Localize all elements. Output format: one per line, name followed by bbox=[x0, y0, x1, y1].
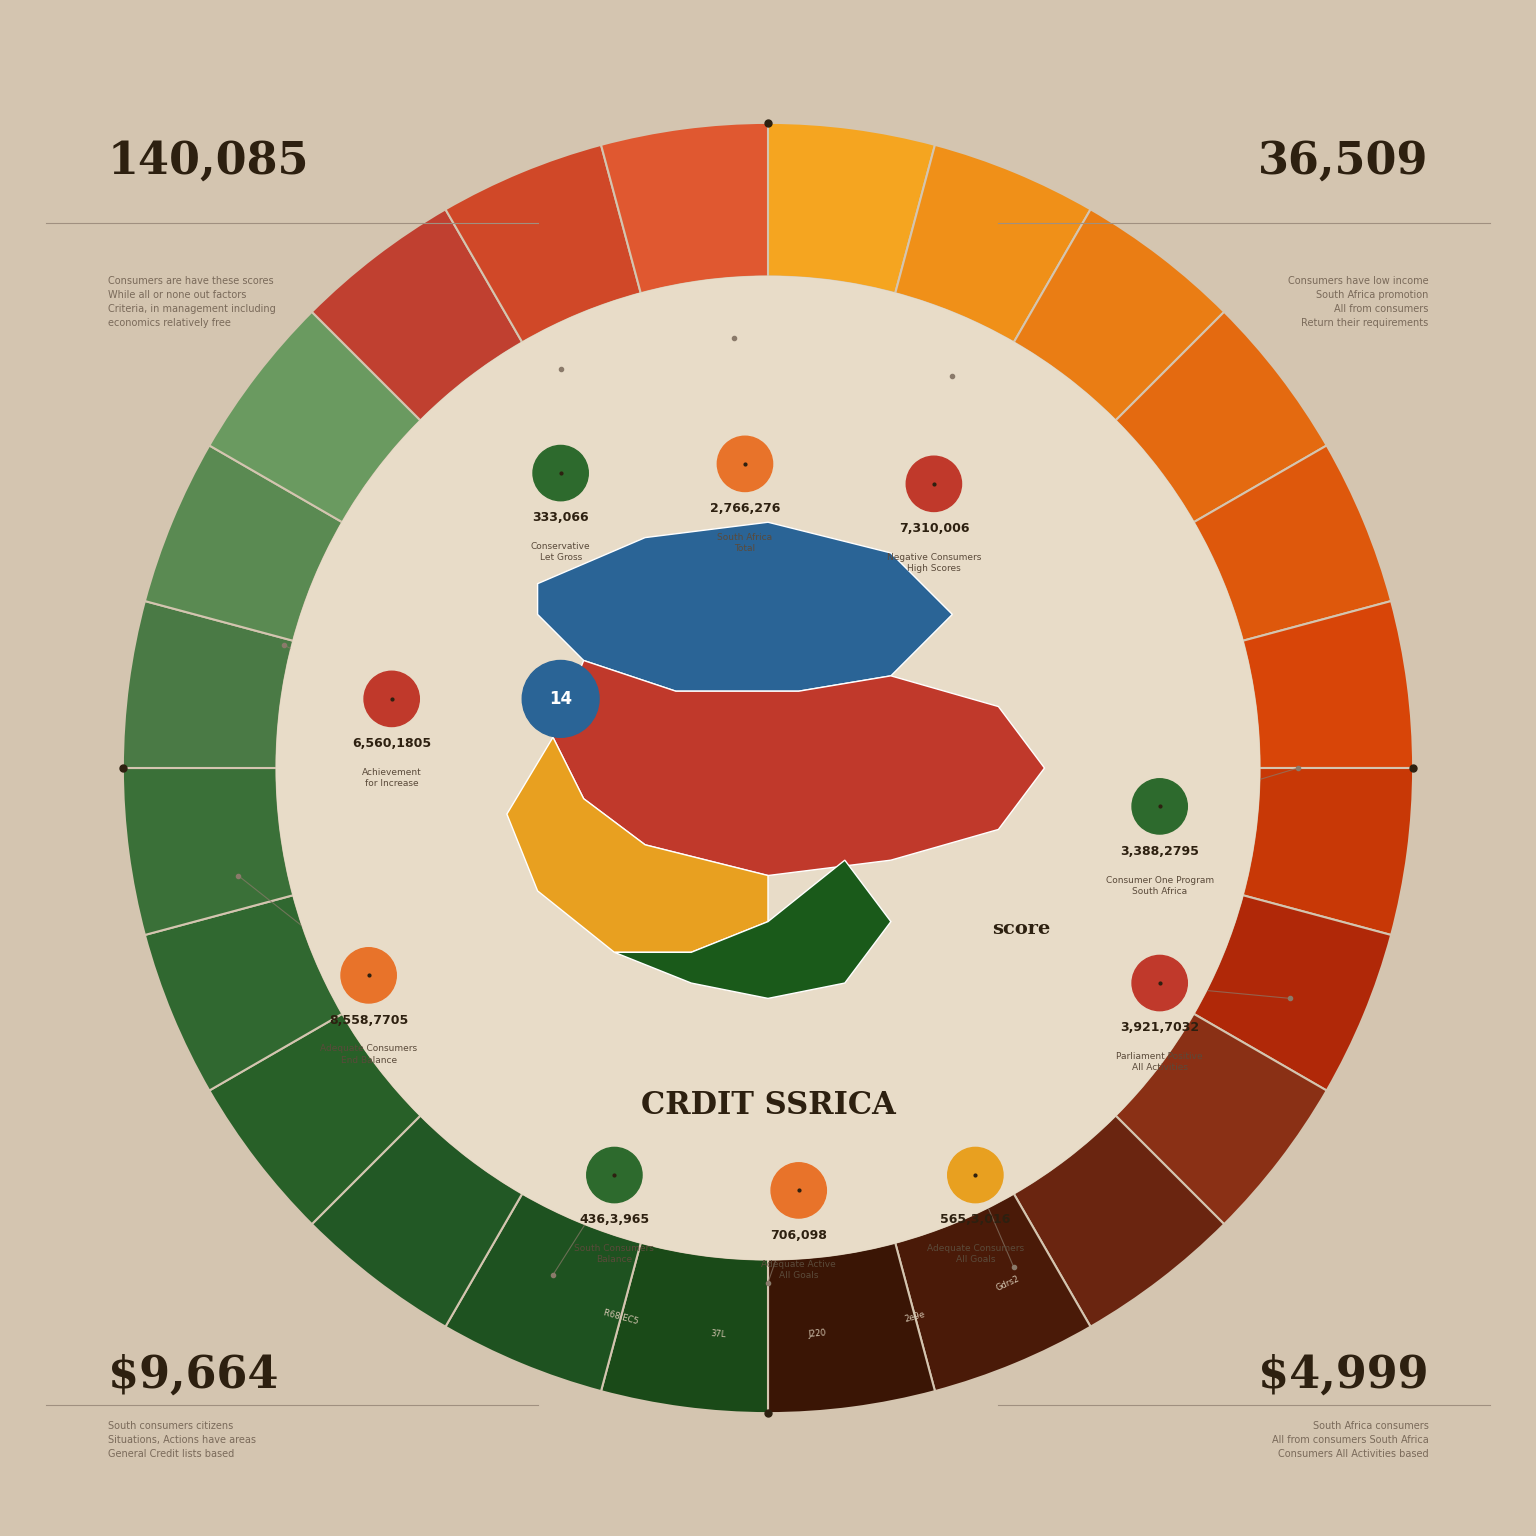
Wedge shape bbox=[209, 312, 421, 522]
Wedge shape bbox=[1014, 1115, 1224, 1327]
Text: $4,999: $4,999 bbox=[1258, 1353, 1428, 1396]
Wedge shape bbox=[445, 1193, 641, 1392]
Wedge shape bbox=[895, 1193, 1091, 1392]
Polygon shape bbox=[538, 522, 952, 691]
Wedge shape bbox=[1115, 1014, 1327, 1224]
Text: 6,560,1805: 6,560,1805 bbox=[352, 737, 432, 750]
Wedge shape bbox=[312, 209, 522, 421]
Circle shape bbox=[771, 1163, 826, 1218]
Circle shape bbox=[522, 660, 599, 737]
Text: 706,098: 706,098 bbox=[770, 1229, 828, 1241]
Text: Gdrs2: Gdrs2 bbox=[995, 1273, 1021, 1292]
Text: Negative Consumers
High Scores: Negative Consumers High Scores bbox=[886, 553, 982, 573]
Text: CRDIT SSRICA: CRDIT SSRICA bbox=[641, 1091, 895, 1121]
Wedge shape bbox=[601, 1243, 768, 1413]
Text: Achievement
for Increase: Achievement for Increase bbox=[362, 768, 421, 788]
Wedge shape bbox=[601, 123, 768, 293]
Text: J220: J220 bbox=[808, 1329, 826, 1339]
Wedge shape bbox=[1243, 601, 1413, 768]
Text: Consumers have low income
South Africa promotion
All from consumers
Return their: Consumers have low income South Africa p… bbox=[1287, 276, 1428, 329]
Text: 3,921,7032: 3,921,7032 bbox=[1120, 1021, 1200, 1034]
Text: 565,3,016: 565,3,016 bbox=[940, 1213, 1011, 1226]
Wedge shape bbox=[1014, 209, 1224, 421]
Wedge shape bbox=[445, 144, 641, 343]
Text: Parliament Positive
All Activities: Parliament Positive All Activities bbox=[1117, 1052, 1203, 1072]
Circle shape bbox=[717, 436, 773, 492]
Text: South consumers citizens
Situations, Actions have areas
General Credit lists bas: South consumers citizens Situations, Act… bbox=[108, 1421, 255, 1459]
Text: $9,664: $9,664 bbox=[108, 1353, 278, 1396]
Circle shape bbox=[341, 948, 396, 1003]
Text: 36,509: 36,509 bbox=[1258, 140, 1428, 183]
Circle shape bbox=[533, 445, 588, 501]
Wedge shape bbox=[1193, 895, 1392, 1091]
Wedge shape bbox=[1115, 312, 1327, 522]
Wedge shape bbox=[768, 1243, 935, 1413]
Text: 2,766,276: 2,766,276 bbox=[710, 502, 780, 515]
Circle shape bbox=[364, 671, 419, 727]
Text: 3,388,2795: 3,388,2795 bbox=[1120, 845, 1200, 857]
Circle shape bbox=[276, 276, 1260, 1260]
Wedge shape bbox=[1243, 768, 1413, 935]
Text: 7,310,006: 7,310,006 bbox=[899, 522, 969, 535]
Text: Consumer One Program
South Africa: Consumer One Program South Africa bbox=[1106, 876, 1213, 895]
Text: South Africa consumers
All from consumers South Africa
Consumers All Activities : South Africa consumers All from consumer… bbox=[1272, 1421, 1428, 1459]
Wedge shape bbox=[144, 445, 343, 641]
Circle shape bbox=[587, 1147, 642, 1203]
Polygon shape bbox=[614, 860, 891, 998]
Text: South Consumers
Balance: South Consumers Balance bbox=[574, 1244, 654, 1264]
Text: Adequate Consumers
All Goals: Adequate Consumers All Goals bbox=[926, 1244, 1025, 1264]
Wedge shape bbox=[123, 768, 293, 935]
Wedge shape bbox=[895, 144, 1091, 343]
Text: R68 EC5: R68 EC5 bbox=[602, 1309, 639, 1326]
Text: 8,558,7705: 8,558,7705 bbox=[329, 1014, 409, 1026]
Polygon shape bbox=[553, 660, 1044, 876]
Text: 2e9e: 2e9e bbox=[903, 1310, 926, 1324]
Text: Conservative
Let Gross: Conservative Let Gross bbox=[531, 542, 590, 562]
Circle shape bbox=[1132, 779, 1187, 834]
Text: South Africa
Total: South Africa Total bbox=[717, 533, 773, 553]
Text: score: score bbox=[992, 920, 1051, 938]
Text: Consumers are have these scores
While all or none out factors
Criteria, in manag: Consumers are have these scores While al… bbox=[108, 276, 275, 329]
Text: Adequate Consumers
End Balance: Adequate Consumers End Balance bbox=[319, 1044, 418, 1064]
Text: 37L: 37L bbox=[711, 1329, 727, 1339]
Polygon shape bbox=[507, 737, 768, 952]
Circle shape bbox=[906, 456, 962, 511]
Circle shape bbox=[1132, 955, 1187, 1011]
Wedge shape bbox=[209, 1014, 421, 1224]
Wedge shape bbox=[312, 1115, 522, 1327]
Text: 14: 14 bbox=[548, 690, 573, 708]
Text: 333,066: 333,066 bbox=[533, 511, 588, 524]
Wedge shape bbox=[123, 601, 293, 768]
Wedge shape bbox=[1193, 445, 1392, 641]
Circle shape bbox=[948, 1147, 1003, 1203]
Text: 436,3,965: 436,3,965 bbox=[579, 1213, 650, 1226]
Wedge shape bbox=[768, 123, 935, 293]
Wedge shape bbox=[144, 895, 343, 1091]
Text: Adequate Active
All Goals: Adequate Active All Goals bbox=[762, 1260, 836, 1279]
Text: 140,085: 140,085 bbox=[108, 140, 309, 183]
